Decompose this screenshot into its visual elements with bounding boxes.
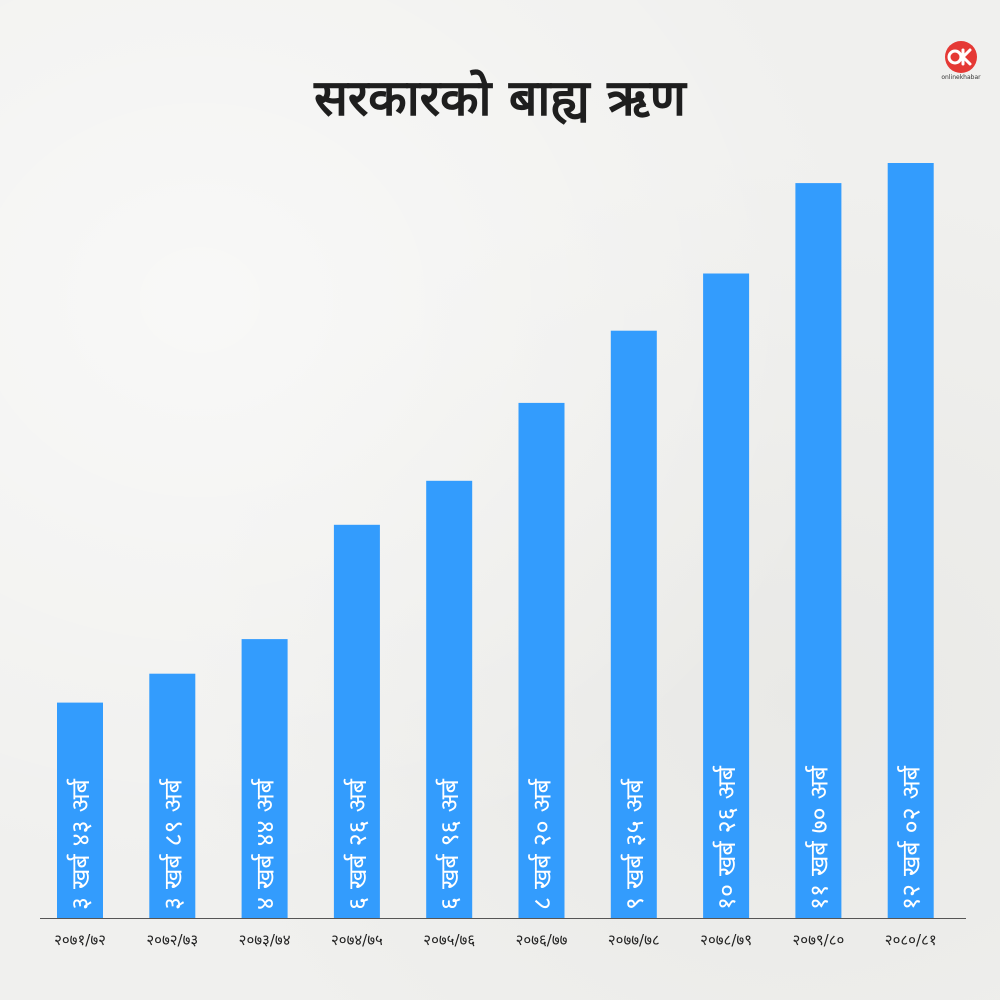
bar-1	[57, 702, 103, 918]
x-tick-label-1: २०७१/७२	[54, 931, 106, 949]
bar-value-label-4: ६ खर्ब २६ अर्ब	[343, 778, 372, 910]
bar-value-label-9: ११ खर्ब ७० अर्ब	[804, 765, 833, 910]
bar-5	[426, 480, 473, 918]
x-tick-label-6: २०७६/७७	[516, 931, 568, 949]
bar-value-label-1: ३ खर्ब ४३ अर्ब	[66, 778, 95, 910]
bar-3	[241, 639, 288, 918]
x-tick-label-8: २०७८/७९	[700, 931, 752, 949]
bar-10	[887, 163, 934, 918]
bar-2	[149, 673, 196, 918]
bar-value-label-5: ६ खर्ब ९६ अर्ब	[435, 778, 464, 910]
x-tick-label-9: २०७९/८०	[792, 931, 844, 949]
chart-title: सरकारको बाह्य ऋण	[314, 69, 686, 127]
bar-value-label-3: ४ खर्ब ४४ अर्ब	[251, 778, 280, 910]
bar-8	[703, 273, 750, 918]
ok-logo-icon	[945, 41, 977, 73]
x-tick-label-10: २०८०/८१	[885, 931, 937, 949]
bar-value-label-10: १२ खर्ब ०२ अर्ब	[897, 765, 926, 910]
bar-value-label-7: ९ खर्ब ३५ अर्ब	[620, 778, 649, 910]
x-tick-label-4: २०७४/७५	[331, 931, 383, 949]
logo-text: onlinekhabar	[941, 74, 981, 81]
x-tick-label-2: २०७२/७३	[146, 931, 198, 949]
bar-7	[610, 330, 657, 918]
x-tick-label-5: २०७५/७६	[423, 931, 475, 949]
bar-value-label-2: ३ खर्ब ८९ अर्ब	[158, 778, 187, 910]
bar-9	[795, 183, 842, 919]
bar-value-label-6: ८ खर्ब २० अर्ब	[528, 778, 557, 910]
bar-4	[333, 524, 380, 918]
x-tick-label-3: २०७३/७४	[239, 931, 291, 949]
bar-6	[518, 402, 565, 918]
bar-value-label-8: १० खर्ब २६ अर्ब	[712, 765, 741, 910]
x-tick-label-7: २०७७/७८	[608, 931, 660, 949]
